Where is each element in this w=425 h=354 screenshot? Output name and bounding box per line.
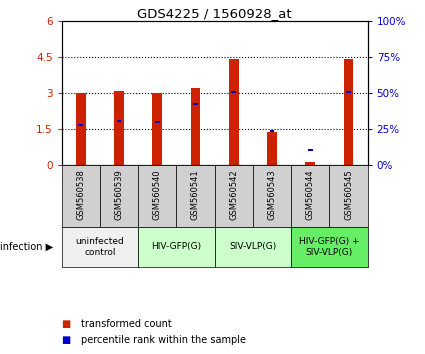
Text: GSM560544: GSM560544 (306, 169, 315, 220)
Bar (79, 124, 83, 126)
Text: HIV-GFP(G): HIV-GFP(G) (151, 242, 201, 251)
Bar (291, 165, 329, 227)
Text: ■: ■ (62, 335, 71, 345)
Bar (267, 132, 277, 165)
Bar (253, 165, 291, 227)
Text: uninfected
control: uninfected control (76, 237, 124, 257)
Bar (215, 165, 253, 227)
Title: GDS4225 / 1560928_at: GDS4225 / 1560928_at (137, 7, 292, 20)
Text: HIV-GFP(G) +
SIV-VLP(G): HIV-GFP(G) + SIV-VLP(G) (299, 237, 360, 257)
Bar (62, 227, 138, 267)
Text: GSM560540: GSM560540 (153, 169, 162, 220)
Bar (176, 165, 215, 227)
Bar (291, 227, 368, 267)
Bar (229, 59, 238, 165)
Bar (138, 227, 215, 267)
Text: transformed count: transformed count (81, 319, 172, 329)
Text: GSM560545: GSM560545 (344, 169, 353, 220)
Bar (76, 93, 85, 165)
Text: GSM560543: GSM560543 (267, 169, 277, 220)
Text: GSM560541: GSM560541 (191, 169, 200, 220)
Bar (232, 91, 236, 93)
Bar (117, 120, 121, 122)
Bar (100, 165, 138, 227)
Bar (155, 121, 159, 124)
Bar (191, 88, 200, 165)
Text: GSM560542: GSM560542 (229, 169, 238, 220)
Text: SIV-VLP(G): SIV-VLP(G) (229, 242, 277, 251)
Bar (153, 93, 162, 165)
Bar (114, 91, 124, 165)
Bar (344, 59, 353, 165)
Bar (193, 103, 198, 105)
Text: GSM560539: GSM560539 (114, 169, 124, 220)
Bar (329, 165, 368, 227)
Text: GSM560538: GSM560538 (76, 169, 85, 220)
Bar (215, 227, 291, 267)
Bar (306, 162, 315, 165)
Text: percentile rank within the sample: percentile rank within the sample (81, 335, 246, 345)
Bar (62, 165, 100, 227)
Text: ■: ■ (62, 319, 71, 329)
Bar (346, 91, 351, 93)
Text: infection ▶: infection ▶ (0, 242, 54, 252)
Bar (138, 165, 176, 227)
Bar (308, 149, 312, 151)
Bar (270, 130, 274, 132)
